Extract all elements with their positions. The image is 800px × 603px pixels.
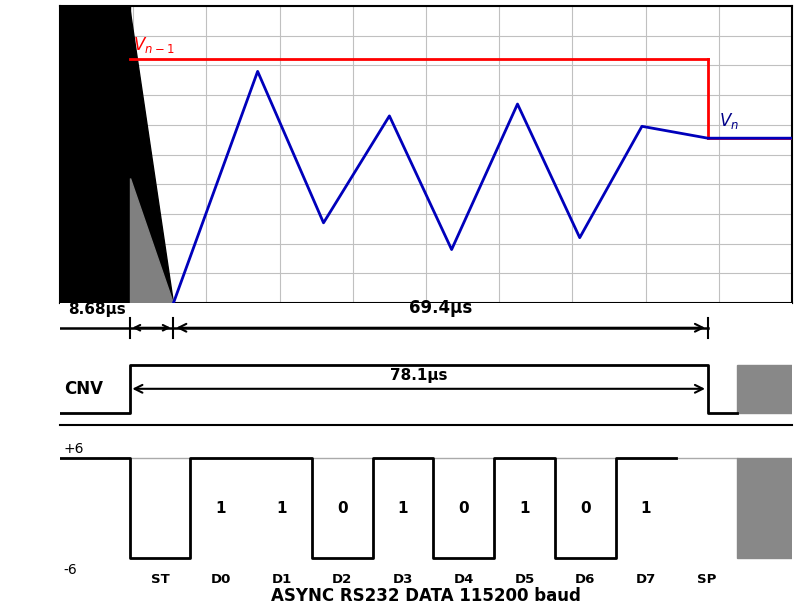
Text: ASYNC RS232 DATA 115200 baud: ASYNC RS232 DATA 115200 baud xyxy=(271,587,581,603)
Text: 1: 1 xyxy=(641,501,651,516)
Text: D0: D0 xyxy=(210,573,231,586)
Text: +6: +6 xyxy=(64,442,84,456)
Text: $V_{n-1}$: $V_{n-1}$ xyxy=(133,35,174,55)
Text: D2: D2 xyxy=(332,573,352,586)
Text: 0: 0 xyxy=(337,501,347,516)
Text: CNV: CNV xyxy=(64,380,102,398)
Text: 1: 1 xyxy=(398,501,408,516)
Text: 69.4μs: 69.4μs xyxy=(409,299,472,317)
Text: 1: 1 xyxy=(215,501,226,516)
Text: ST: ST xyxy=(150,573,170,586)
Text: SP: SP xyxy=(697,573,717,586)
Text: D5: D5 xyxy=(514,573,534,586)
Polygon shape xyxy=(737,365,792,413)
Text: $V_n$: $V_n$ xyxy=(719,111,738,131)
Polygon shape xyxy=(737,458,792,558)
Text: 78.1μs: 78.1μs xyxy=(390,368,447,383)
Text: D1: D1 xyxy=(271,573,291,586)
Text: 0: 0 xyxy=(458,501,469,516)
Polygon shape xyxy=(130,178,174,303)
Text: D3: D3 xyxy=(393,573,413,586)
Text: 1: 1 xyxy=(519,501,530,516)
Text: 1: 1 xyxy=(276,501,286,516)
Polygon shape xyxy=(130,6,174,303)
Text: -6: -6 xyxy=(64,563,78,576)
Text: D4: D4 xyxy=(454,573,474,586)
Text: 8.68μs: 8.68μs xyxy=(68,302,126,317)
Polygon shape xyxy=(60,6,130,303)
Text: D6: D6 xyxy=(575,573,595,586)
Text: D7: D7 xyxy=(636,573,656,586)
Text: 0: 0 xyxy=(580,501,590,516)
